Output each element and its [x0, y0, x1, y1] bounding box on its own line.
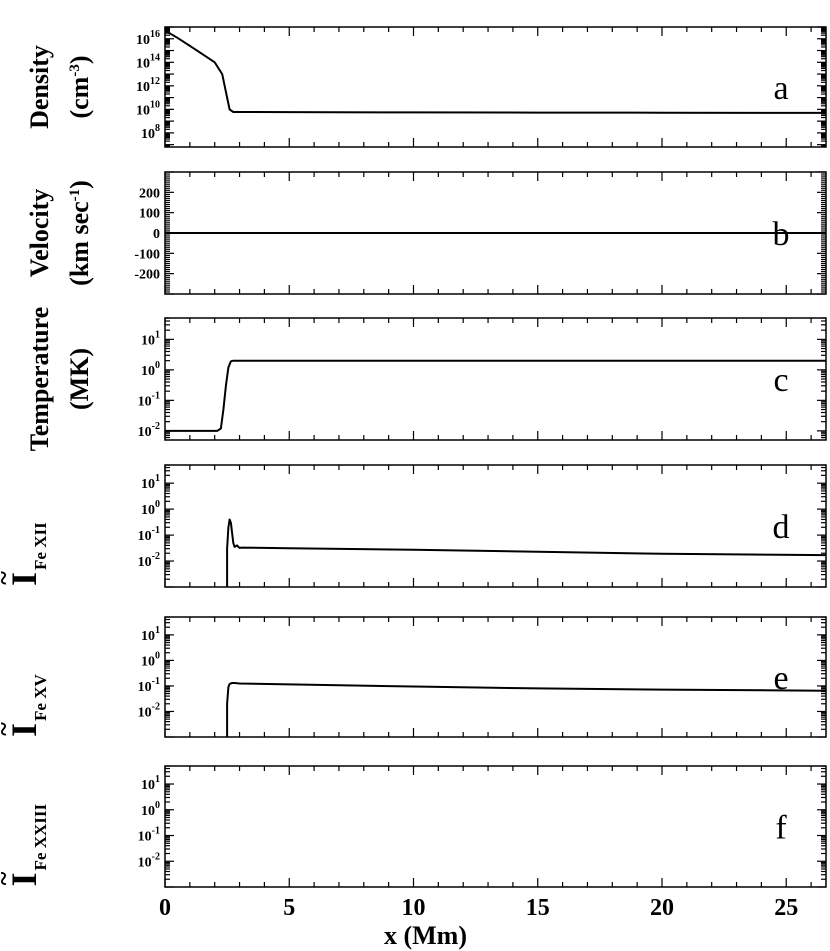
y-axis-unit-a: (cm-3) [65, 55, 94, 118]
y-axis-label-d: IFe XII [4, 522, 50, 586]
y-tick-label: 1012 [136, 76, 160, 95]
chart-panels: 1016 1014 1012 1010 108 a Density (cm-3) 200 100 0… [0, 26, 827, 888]
x-tick-label: 5 [283, 895, 295, 921]
y-axis-label-e: IFe XV [4, 674, 50, 737]
y-tick-label: 10-2 [138, 701, 160, 720]
panel-letter-e: e [773, 660, 788, 697]
y-tick-label: 100 [141, 360, 160, 379]
y-tick-label: 10-1 [138, 390, 160, 409]
panel-frame [164, 317, 827, 441]
series-line-a [164, 29, 827, 114]
panel-letter-f: f [775, 810, 787, 847]
tilde-mark: ~ [0, 871, 18, 885]
panel-frame [164, 26, 827, 148]
y-tick-label: 100 [141, 499, 160, 518]
x-tick-label: 0 [159, 895, 171, 921]
panel-letter-b: b [773, 216, 790, 253]
y-tick-label: 101 [141, 625, 160, 644]
y-tick-label: 108 [141, 123, 160, 142]
series-line-e [226, 682, 827, 737]
tilde-mark: ~ [0, 571, 18, 585]
panel-frame [164, 616, 827, 738]
y-tick-label: 10-2 [138, 851, 160, 870]
y-tick-label: 10-1 [138, 826, 160, 845]
y-tick-label: 101 [141, 774, 160, 793]
panel-a: 1016 1014 1012 1010 108 a Density (cm-3) [25, 26, 827, 148]
series-line-c [165, 359, 826, 432]
y-axis-label-b: Velocity [25, 189, 54, 278]
panel-b: 200 100 0 -100 -200 b Velocity (km sec-1) [25, 171, 827, 295]
x-tick-label: 10 [401, 895, 425, 921]
y-tick-label: 100 [141, 800, 160, 819]
x-axis: 0 5 10 15 20 25 x (Mm) [159, 895, 798, 950]
panel-e: 101 100 10-1 10-2 e IFe XV~ [0, 616, 827, 738]
y-tick-label: -100 [134, 247, 160, 262]
y-axis-label-c: Temperature [25, 307, 54, 451]
y-axis-unit-b: (km sec-1) [65, 180, 94, 286]
y-tick-label: 100 [139, 207, 160, 222]
y-tick-label: -200 [134, 268, 160, 283]
y-axis-unit-c: (MK) [65, 348, 94, 410]
y-tick-label: 1016 [136, 29, 160, 48]
panel-letter-c: c [773, 362, 788, 399]
x-tick-label: 20 [650, 895, 674, 921]
panel-c: 101 100 10-1 10-2 c Temperature (MK) [25, 307, 827, 451]
panel-letter-d: d [773, 509, 790, 546]
panel-letter-a: a [773, 70, 788, 107]
x-tick-label: 15 [526, 895, 550, 921]
y-tick-label: 10-2 [138, 551, 160, 570]
x-tick-label: 25 [774, 895, 798, 921]
y-tick-label: 200 [139, 186, 160, 201]
y-tick-label: 1014 [136, 52, 160, 71]
y-tick-label: 101 [141, 329, 160, 348]
y-tick-label: 10-2 [138, 421, 160, 440]
y-tick-label: 1010 [136, 99, 160, 118]
series-line-d [226, 518, 827, 587]
panel-f: 101 100 10-1 10-2 f IFe XXIII~ [0, 765, 827, 888]
tilde-mark: ~ [0, 722, 18, 736]
y-tick-label: 10-1 [138, 676, 160, 695]
x-axis-label: x (Mm) [384, 921, 467, 950]
y-tick-label: 101 [141, 473, 160, 492]
panel-frame [164, 464, 827, 588]
y-tick-label: 100 [141, 650, 160, 669]
panel-frame [164, 765, 827, 888]
panel-d: 101 100 10-1 10-2 d IFe XII~ [0, 464, 827, 588]
y-tick-label: 10-1 [138, 525, 160, 544]
y-axis-label-f: IFe XXIII [4, 804, 50, 887]
y-tick-label: 0 [153, 227, 160, 242]
y-axis-label-a: Density [25, 45, 54, 129]
